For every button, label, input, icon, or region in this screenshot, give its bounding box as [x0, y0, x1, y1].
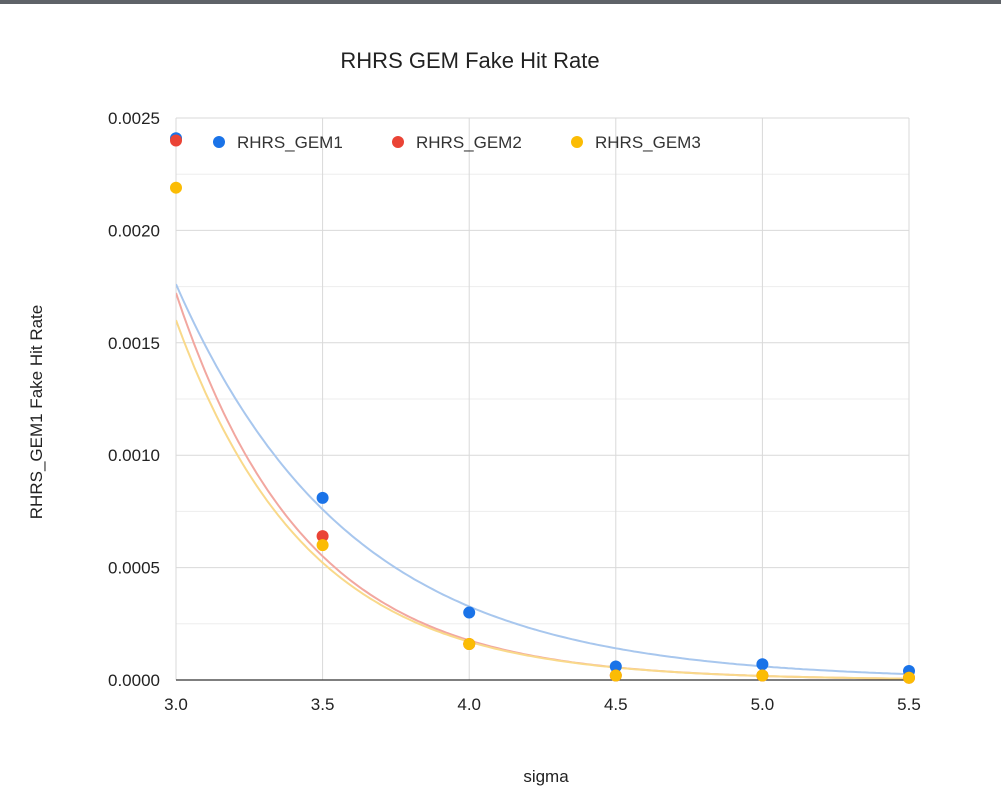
x-tick-label: 5.0	[751, 695, 775, 714]
y-tick-label: 0.0010	[108, 446, 160, 465]
trendlines	[176, 283, 909, 680]
trendline	[176, 283, 909, 676]
data-point	[463, 606, 476, 619]
data-point	[170, 134, 182, 147]
y-tick-label: 0.0025	[108, 109, 160, 128]
y-tick-label: 0.0015	[108, 334, 160, 353]
data-point	[170, 181, 182, 194]
grid	[175, 117, 910, 680]
data-point	[756, 669, 769, 682]
y-axis-label: RHRS_GEM1 Fake Hit Rate	[27, 305, 46, 519]
x-tick-label: 4.5	[604, 695, 628, 714]
legend: RHRS_GEM1 RHRS_GEM2 RHRS_GEM3	[213, 133, 701, 152]
x-tick-label: 4.0	[457, 695, 481, 714]
data-point	[316, 539, 329, 552]
legend-label: RHRS_GEM2	[416, 133, 522, 152]
y-tick-label: 0.0000	[108, 671, 160, 690]
x-tick-label: 5.5	[897, 695, 921, 714]
trendline	[176, 319, 909, 680]
x-axis-label: sigma	[523, 767, 569, 786]
legend-marker	[571, 136, 583, 148]
x-tick-label: 3.5	[311, 695, 335, 714]
y-tick-label: 0.0020	[108, 221, 160, 240]
scatter-chart: RHRS GEM Fake Hit Rate 3.0 3.5 4.0 4.5 5.0 5.…	[27, 48, 921, 786]
x-tick-label: 3.0	[164, 695, 188, 714]
chart-title: RHRS GEM Fake Hit Rate	[340, 48, 599, 73]
data-points	[170, 132, 915, 684]
legend-label: RHRS_GEM1	[237, 133, 343, 152]
data-point	[316, 491, 329, 504]
trendline	[176, 292, 909, 680]
data-point	[609, 669, 622, 682]
data-point	[463, 638, 476, 651]
legend-marker	[392, 136, 404, 148]
data-point	[316, 530, 329, 543]
data-point	[903, 671, 915, 684]
data-point	[756, 658, 769, 671]
legend-label: RHRS_GEM3	[595, 133, 701, 152]
y-tick-label: 0.0005	[108, 559, 160, 578]
legend-marker	[213, 136, 225, 148]
axes: 3.0 3.5 4.0 4.5 5.0 5.5 0.0000 0.0005 0.0010 0.00…	[108, 109, 921, 714]
data-point	[609, 660, 622, 673]
